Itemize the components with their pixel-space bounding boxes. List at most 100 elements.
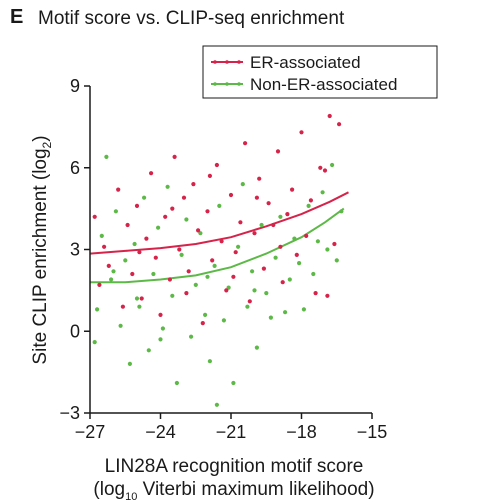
legend-label: Non-ER-associated bbox=[250, 75, 397, 94]
non-er-point bbox=[203, 312, 208, 317]
er-point bbox=[243, 141, 248, 146]
y-tick-label: 6 bbox=[70, 158, 80, 178]
y-tick-label: 9 bbox=[70, 76, 80, 96]
er-point bbox=[247, 299, 252, 304]
non-er-point bbox=[214, 402, 219, 407]
non-er-point bbox=[189, 334, 194, 339]
er-point bbox=[120, 304, 125, 309]
y-axis-title: Site CLIP enrichment (log2) bbox=[30, 135, 54, 364]
non-er-point bbox=[278, 214, 283, 219]
er-point bbox=[318, 165, 323, 170]
chart-title: Motif score vs. CLIP-seq enrichment bbox=[38, 8, 345, 29]
er-point bbox=[177, 247, 182, 252]
non-er-point bbox=[158, 337, 163, 342]
er-point bbox=[337, 122, 342, 127]
er-point bbox=[271, 222, 276, 228]
non-er-point bbox=[231, 380, 236, 386]
er-point bbox=[308, 198, 313, 203]
non-er-point bbox=[212, 263, 217, 268]
non-er-point bbox=[268, 315, 273, 320]
er-point bbox=[261, 266, 266, 271]
non-er-point bbox=[240, 182, 245, 187]
er-point bbox=[299, 130, 304, 135]
svg-text:Site CLIP enrichment (log2): Site CLIP enrichment (log2) bbox=[30, 135, 54, 364]
panel-label: E bbox=[10, 6, 24, 28]
non-er-point bbox=[273, 255, 278, 260]
non-er-point bbox=[252, 288, 257, 293]
non-er-point bbox=[156, 225, 161, 230]
non-er-point bbox=[264, 291, 269, 296]
legend-label: ER-associated bbox=[250, 53, 361, 72]
x-axis-title: LIN28A recognition motif score bbox=[104, 456, 364, 477]
non-er-point bbox=[184, 217, 189, 222]
legend-swatch-dot bbox=[213, 82, 217, 86]
er-point bbox=[191, 182, 196, 187]
er-point bbox=[313, 291, 318, 296]
er-point bbox=[322, 168, 328, 173]
non-er-point bbox=[151, 271, 156, 277]
er-point bbox=[153, 255, 158, 260]
er-point bbox=[184, 291, 189, 296]
non-er-point bbox=[170, 293, 175, 298]
x-axis-subtitle: (log10 Viterbi maximum likelihood) bbox=[93, 479, 375, 503]
er-point bbox=[325, 293, 330, 298]
legend-box bbox=[202, 45, 438, 99]
er-point bbox=[125, 222, 130, 228]
er-point bbox=[327, 113, 332, 119]
er-point bbox=[196, 228, 201, 233]
non-er-fit-line bbox=[90, 207, 345, 284]
er-point bbox=[278, 244, 283, 249]
non-er-point bbox=[221, 318, 226, 323]
er-point bbox=[275, 149, 281, 154]
er-point bbox=[228, 192, 234, 198]
non-er-point bbox=[174, 380, 179, 386]
er-point bbox=[139, 296, 144, 301]
non-er-point bbox=[292, 236, 297, 241]
er-point bbox=[219, 239, 224, 244]
legend-swatch-dot bbox=[225, 60, 229, 64]
er-point bbox=[280, 280, 285, 285]
non-er-point bbox=[123, 258, 128, 263]
non-er-point bbox=[226, 285, 231, 290]
non-er-point bbox=[315, 239, 320, 244]
non-er-point bbox=[311, 271, 316, 277]
non-er-point bbox=[92, 340, 97, 345]
x-tick-label: −21 bbox=[216, 422, 247, 442]
non-er-point bbox=[137, 304, 142, 309]
non-er-point bbox=[301, 307, 306, 312]
non-er-point bbox=[104, 154, 109, 159]
er-point bbox=[254, 195, 259, 200]
er-point bbox=[144, 236, 149, 241]
er-point bbox=[290, 187, 295, 192]
er-fit-line bbox=[89, 191, 349, 255]
non-er-point bbox=[165, 184, 170, 189]
non-er-point bbox=[95, 307, 100, 312]
er-point bbox=[332, 241, 337, 247]
er-point bbox=[224, 288, 229, 293]
er-point bbox=[231, 274, 236, 279]
non-er-point bbox=[259, 222, 264, 228]
er-point bbox=[205, 209, 210, 214]
er-point bbox=[167, 277, 172, 282]
non-er-point bbox=[245, 304, 250, 309]
er-point bbox=[210, 258, 215, 263]
er-point bbox=[134, 203, 140, 208]
er-point bbox=[294, 252, 299, 257]
er-point bbox=[137, 250, 142, 255]
er-point bbox=[200, 321, 205, 326]
er-point bbox=[116, 187, 121, 192]
non-er-point bbox=[287, 277, 292, 282]
non-er-point bbox=[193, 282, 198, 287]
non-er-point bbox=[207, 359, 212, 364]
er-point bbox=[285, 212, 290, 217]
y-tick-label: −3 bbox=[59, 403, 80, 423]
x-tick-label: −27 bbox=[75, 422, 106, 442]
y-tick-label: 3 bbox=[70, 240, 80, 260]
er-point bbox=[233, 250, 238, 255]
legend-swatch-dot bbox=[213, 60, 217, 64]
non-er-point bbox=[113, 209, 118, 214]
non-er-point bbox=[198, 231, 203, 236]
non-er-point bbox=[297, 261, 302, 266]
er-point bbox=[158, 312, 163, 317]
